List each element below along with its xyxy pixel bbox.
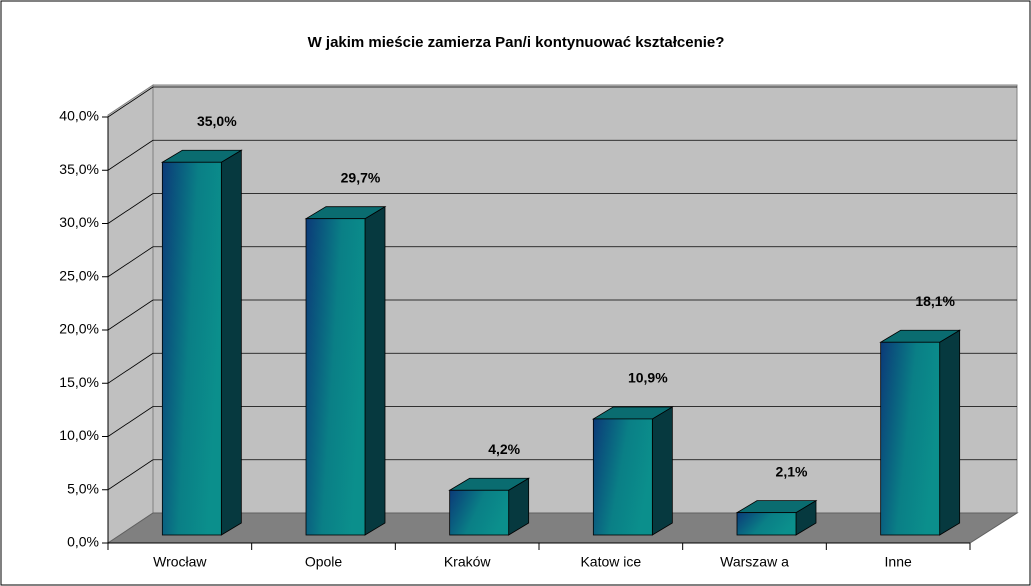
bar-side xyxy=(939,329,961,536)
bar xyxy=(736,512,797,536)
bar-side xyxy=(220,149,242,536)
grid-line xyxy=(107,352,154,384)
bar xyxy=(305,218,366,536)
value-label: 4,2% xyxy=(488,441,520,457)
grid-line xyxy=(107,459,154,491)
bar-side xyxy=(364,205,386,536)
y-tick-label: 20,0% xyxy=(59,321,99,337)
x-tick-label: Inne xyxy=(885,554,912,570)
y-tick-label: 0,0% xyxy=(67,534,99,550)
grid-line xyxy=(107,299,154,331)
bar xyxy=(880,341,941,536)
grid-line xyxy=(107,86,154,118)
bar xyxy=(449,489,510,536)
value-label: 29,7% xyxy=(341,169,381,185)
y-tick-label: 25,0% xyxy=(59,267,99,283)
grid-line xyxy=(107,406,154,437)
grid-line xyxy=(107,139,154,171)
chart-title: W jakim mieście zamierza Pan/i kontynuow… xyxy=(308,34,725,51)
x-tick-label: Katow ice xyxy=(580,554,641,570)
x-tick-label: Wrocław xyxy=(153,554,207,570)
x-tick-label: Opole xyxy=(305,554,343,570)
bar xyxy=(592,418,653,536)
y-tick-label: 35,0% xyxy=(59,161,99,177)
x-tick-label: Warszaw a xyxy=(720,554,789,570)
grid-line xyxy=(107,193,154,224)
y-tick-label: 5,0% xyxy=(67,480,99,496)
y-tick-label: 10,0% xyxy=(59,427,99,443)
grid-line xyxy=(107,246,154,278)
bar xyxy=(161,161,222,536)
x-tick-label: Kraków xyxy=(444,554,492,570)
y-tick-label: 30,0% xyxy=(59,214,99,230)
y-tick-label: 40,0% xyxy=(59,108,99,124)
bar-side xyxy=(651,406,673,536)
y-tick-label: 15,0% xyxy=(59,374,99,390)
value-label: 18,1% xyxy=(915,293,955,309)
value-label: 2,1% xyxy=(776,463,808,479)
value-label: 10,9% xyxy=(628,370,668,386)
value-label: 35,0% xyxy=(197,113,237,129)
